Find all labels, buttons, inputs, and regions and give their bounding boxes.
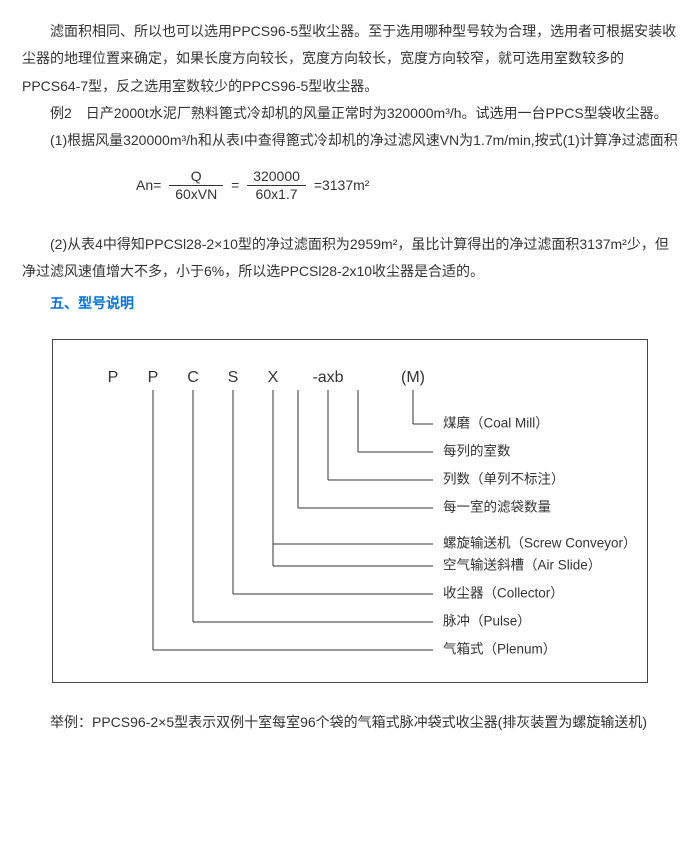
diagram-label: 收尘器（Collector） [443,586,564,601]
fraction-2-den: 60x1.7 [247,186,306,203]
paragraph-2: 例2 日产2000t水泥厂熟料篦式冷却机的风量正常时为320000m³/h。试选… [22,100,678,127]
fraction-2: 320000 60x1.7 [247,168,306,203]
code-letter: S [228,369,239,386]
paragraph-5: 举例：PPCS96-2×5型表示双例十室每室96个袋的气箱式脉冲袋式收尘器(排灰… [22,709,678,736]
section-title: 五、型号说明 [22,290,678,317]
diagram-label: 煤磨（Coal Mill） [443,416,549,431]
paragraph-4: (2)从表4中得知PPCSl28-2×10型的净过滤面积为2959m²，虽比计算… [22,231,678,286]
code-letter: X [268,369,279,386]
fraction-1-den: 60xVN [169,186,223,203]
formula-block: An= Q 60xVN = 320000 60x1.7 =3137m² [22,168,678,203]
formula-rhs: =3137m² [310,177,374,193]
diagram-label: 列数（单列不标注） [443,472,565,487]
code-letter: P [108,369,119,386]
code-letter: C [187,369,199,386]
diagram-label: 空气输送斜槽（Air Slide） [443,558,601,573]
diagram-label: 气箱式（Plenum） [443,642,556,657]
model-code-diagram: P P C S X -axb (M) 煤磨（Coal Mill） 每列的室数列数（单列不标注） 每… [52,339,648,683]
diagram-label: 螺旋输送机（Screw Conveyor） [443,536,633,551]
fraction-1-num: Q [169,168,223,186]
diagram-label: 每列的室数 [443,443,511,459]
code-letter: P [148,369,159,386]
code-letter: -axb [312,369,343,386]
fraction-2-num: 320000 [247,168,306,186]
code-letter: (M) [401,369,425,386]
diagram-svg: P P C S X -axb (M) 煤磨（Coal Mill） 每列的室数列数（单列不标注） 每… [73,364,633,664]
diagram-label: 脉冲（Pulse） [443,614,531,629]
diagram-label: 每一室的滤袋数量 [443,499,551,515]
equals-1: = [227,177,243,193]
paragraph-3: (1)根据风量320000m³/h和从表I中查得篦式冷却机的净过滤风速VN为1.… [22,127,678,154]
paragraph-1: 滤面积相同、所以也可以选用PPCS96-5型收尘器。至于选用哪种型号较为合理，选… [22,18,678,100]
fraction-1: Q 60xVN [169,168,223,203]
formula-lhs: An= [132,177,165,193]
